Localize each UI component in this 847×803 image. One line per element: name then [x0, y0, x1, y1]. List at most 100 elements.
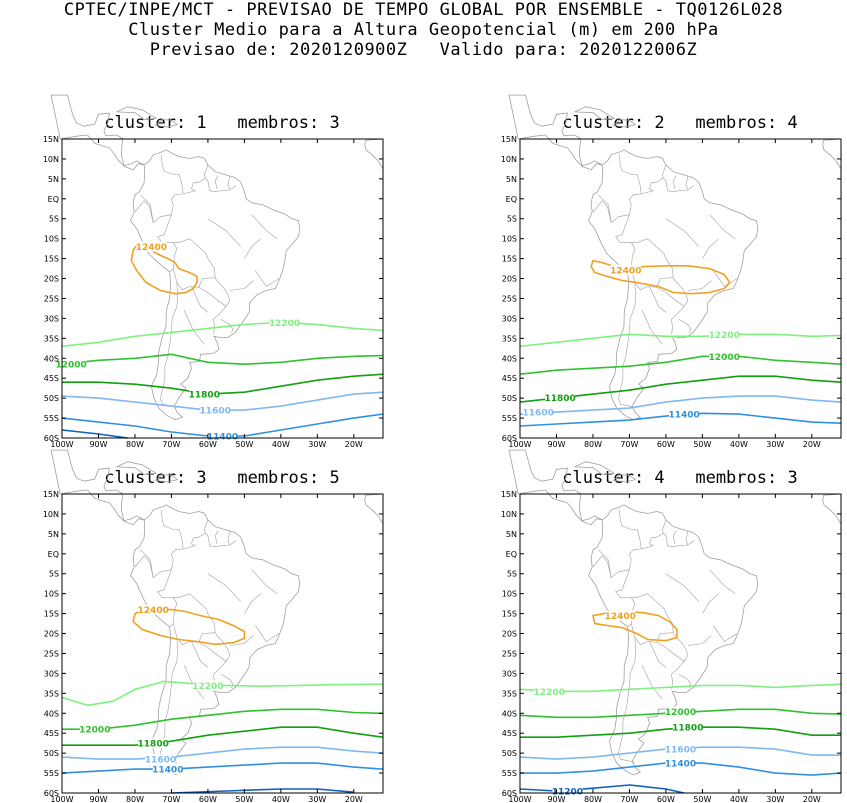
contour-label-bg — [669, 409, 700, 420]
country-border — [160, 509, 206, 550]
lon-tick-label: 40W — [272, 440, 290, 449]
lon-tick-label: 50W — [235, 795, 253, 803]
lat-tick-label: 40S — [502, 709, 517, 718]
lon-tick-label: 70W — [162, 440, 180, 449]
contour-label: 12000 — [709, 353, 740, 363]
lon-tick-label: 40W — [730, 440, 748, 449]
country-border — [183, 310, 205, 345]
central-america-coast — [50, 449, 145, 526]
lat-tick-label: 10N — [501, 510, 517, 519]
contour-label: 12200 — [192, 682, 223, 692]
country-border — [618, 509, 664, 550]
country-border — [173, 238, 216, 291]
cuba-coast — [574, 106, 616, 120]
africa-coast — [822, 138, 842, 170]
cuba-coast — [116, 106, 158, 120]
lat-tick-label: 45S — [44, 374, 59, 383]
country-border — [207, 218, 241, 247]
lat-tick-label: 5S — [507, 570, 517, 579]
country-border — [134, 200, 154, 223]
contour-label: 11800 — [672, 724, 703, 734]
contour-label-bg — [605, 610, 636, 621]
latitude-axis: 15N 10N 5N EQ 5S 10S 15S 20S 25S 30S 35S 40S 45S 50S 5… — [43, 490, 383, 798]
panel-title-cluster-3: cluster: 3 membros: 5 — [104, 468, 340, 488]
lat-tick-label: 20S — [44, 275, 59, 284]
lon-tick-label: 20W — [803, 795, 821, 803]
lon-tick-label: 20W — [345, 795, 363, 803]
contour-label-bg — [665, 706, 696, 717]
country-border — [687, 280, 712, 291]
country-border — [207, 573, 241, 602]
lat-tick-label: 40S — [44, 354, 59, 363]
lon-tick-label: 80W — [126, 795, 144, 803]
country-border — [672, 175, 677, 189]
africa-coast — [822, 493, 842, 525]
country-border — [665, 573, 699, 602]
country-border — [214, 530, 219, 544]
country-border — [160, 637, 178, 763]
lat-tick-label: 40S — [502, 354, 517, 363]
country-border — [661, 519, 695, 547]
country-border — [598, 548, 641, 579]
lat-tick-label: 60S — [44, 434, 59, 443]
contour-11800 — [62, 726, 384, 746]
lat-tick-label: 15S — [44, 610, 59, 619]
contour-12400 — [132, 608, 246, 646]
contour-12000 — [62, 708, 384, 730]
lon-tick-label: 20W — [345, 440, 363, 449]
contour-label: 12400 — [136, 243, 167, 253]
contour-label-bg — [552, 786, 583, 796]
contour-label-bg — [200, 405, 231, 416]
lon-tick-label: 100W — [508, 440, 531, 449]
lat-tick-label: 15N — [501, 135, 517, 144]
central-america-coast — [50, 94, 145, 171]
contour-12200 — [519, 683, 842, 693]
country-border — [213, 306, 227, 335]
lat-tick-label: 15N — [501, 490, 517, 499]
lon-tick-label: 30W — [766, 440, 784, 449]
lon-tick-label: 20W — [803, 440, 821, 449]
contour-label-bg — [136, 241, 167, 252]
contour-11200 — [519, 784, 685, 794]
lon-tick-label: 50W — [693, 440, 711, 449]
contour-12400 — [592, 610, 678, 642]
lat-tick-label: EQ — [506, 195, 517, 204]
contour-label: 12400 — [605, 612, 636, 622]
contour-label: 11400 — [665, 760, 696, 770]
hispaniola-coast — [612, 474, 637, 483]
lat-tick-label: 15S — [44, 255, 59, 264]
coastlines — [50, 449, 384, 776]
contour-label: 11800 — [189, 391, 220, 401]
country-border — [618, 154, 664, 195]
coastlines — [508, 94, 842, 421]
country-border — [649, 641, 667, 668]
lat-tick-label: 20S — [44, 630, 59, 639]
country-border — [140, 548, 183, 579]
lat-tick-label: 30S — [44, 669, 59, 678]
country-border — [255, 625, 280, 642]
country-border — [685, 531, 689, 546]
country-border — [251, 569, 278, 594]
lat-tick-label: 5S — [507, 215, 517, 224]
contour-label-bg — [545, 392, 576, 403]
contour-label: 11800 — [138, 740, 169, 750]
lat-tick-label: 15N — [43, 135, 59, 144]
lat-tick-label: 30S — [502, 314, 517, 323]
contour-label-bg — [145, 754, 176, 765]
lat-tick-label: 55S — [502, 414, 517, 423]
hispaniola-coast — [154, 119, 179, 128]
country-border — [631, 238, 674, 291]
lat-tick-label: 5N — [48, 175, 59, 184]
lat-tick-label: 25S — [502, 650, 517, 659]
contour-label-bg — [709, 351, 740, 362]
contour-label: 12000 — [79, 726, 110, 736]
contour-label-bg — [152, 764, 183, 775]
cuba-coast — [116, 461, 158, 475]
lat-tick-label: EQ — [506, 550, 517, 559]
country-border — [709, 569, 736, 594]
lat-tick-label: 45S — [502, 374, 517, 383]
country-border — [671, 661, 685, 690]
panel-title-cluster-1: cluster: 1 membros: 3 — [104, 113, 340, 133]
